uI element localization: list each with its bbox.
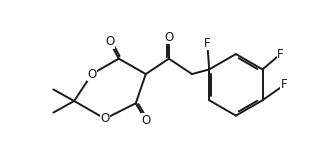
Text: O: O — [105, 35, 114, 48]
Text: O: O — [164, 31, 174, 44]
Text: O: O — [141, 114, 151, 127]
Text: F: F — [277, 48, 284, 60]
Text: O: O — [100, 112, 110, 125]
Text: F: F — [204, 37, 211, 50]
Text: F: F — [281, 78, 288, 91]
Text: O: O — [87, 68, 96, 81]
